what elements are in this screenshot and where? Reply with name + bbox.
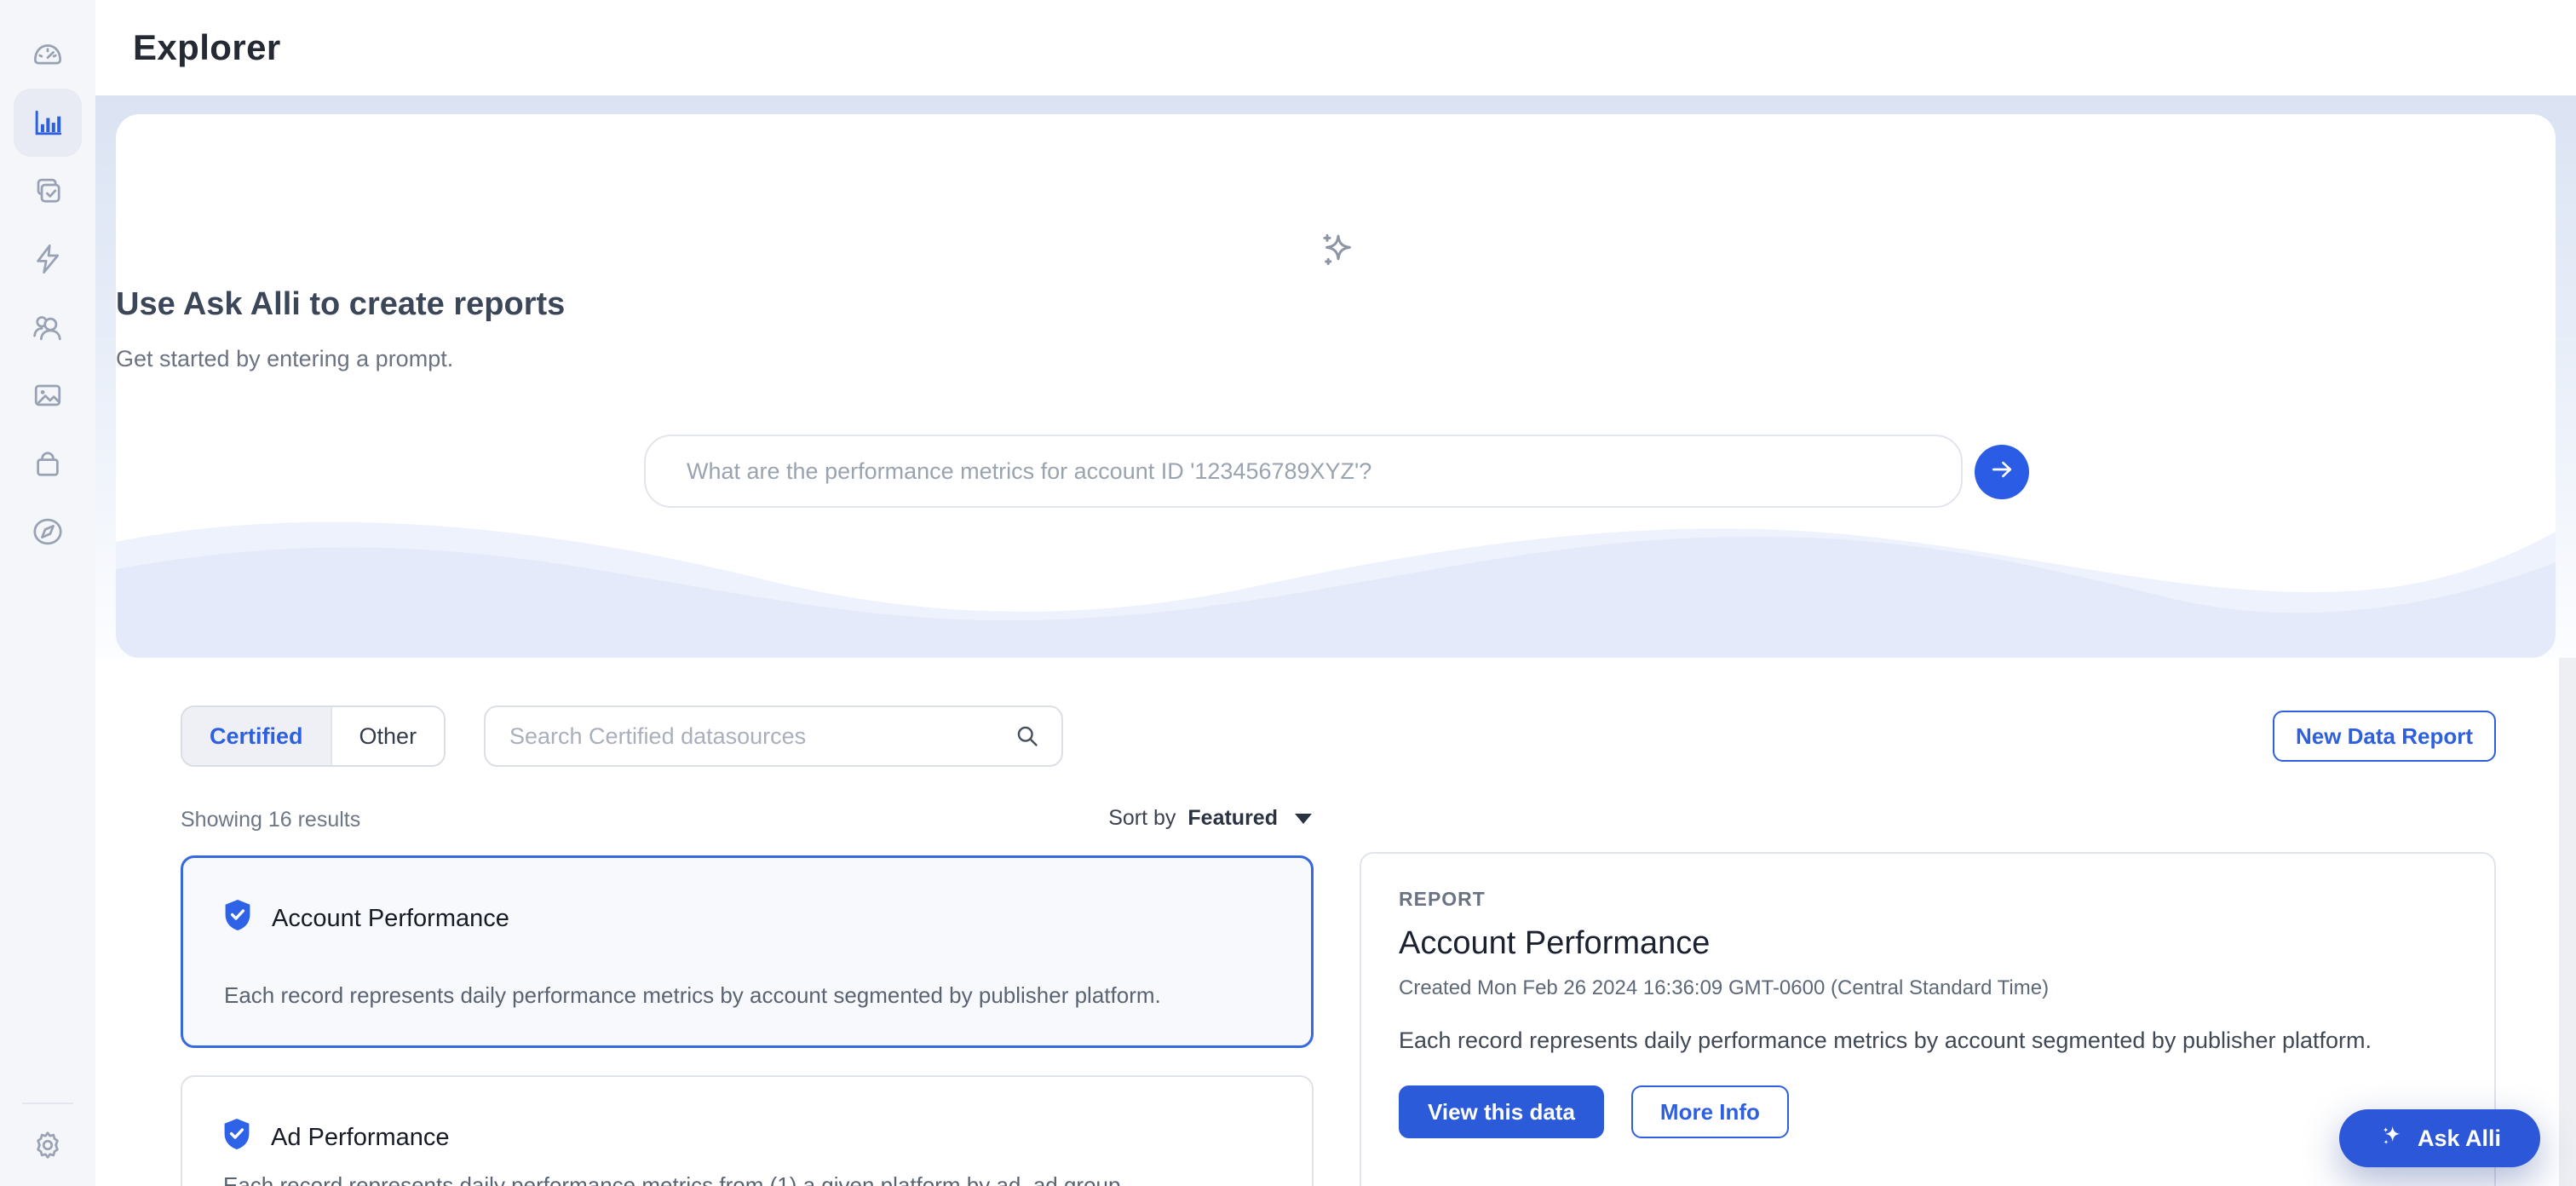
chevron-down-icon — [1295, 813, 1312, 824]
sort-value: Featured — [1187, 806, 1278, 830]
ask-alli-label: Ask Alli — [2417, 1125, 2502, 1151]
clipboard-check-icon — [29, 172, 66, 210]
arrow-right-icon — [1987, 454, 2017, 491]
sidebar-item-audiences[interactable] — [14, 293, 82, 361]
sidebar-item-automation[interactable] — [14, 225, 82, 293]
ask-alli-hero-card: Use Ask Alli to create reports Get start… — [116, 114, 2556, 658]
prompt-input[interactable] — [644, 435, 1963, 508]
report-actions: View this data More Info — [1399, 1085, 1789, 1138]
sidebar — [0, 0, 95, 1186]
view-this-data-button[interactable]: View this data — [1399, 1085, 1604, 1138]
ask-alli-fab[interactable]: Ask Alli — [2339, 1109, 2540, 1167]
audiences-users-icon — [29, 308, 66, 346]
search-icon — [1012, 721, 1043, 758]
results-count: Showing 16 results — [181, 808, 361, 832]
submit-prompt-button[interactable] — [1975, 445, 2029, 499]
certified-shield-icon — [223, 1118, 250, 1157]
sidebar-item-explorer[interactable] — [14, 89, 82, 157]
certified-shield-icon — [224, 899, 251, 938]
search-input[interactable] — [484, 705, 1063, 767]
datasource-title: Ad Performance — [271, 1123, 450, 1151]
sidebar-divider — [22, 1103, 73, 1104]
compass-icon — [29, 513, 66, 550]
sort-control[interactable]: Sort by Featured — [1022, 806, 1312, 831]
sidebar-item-creative[interactable] — [14, 361, 82, 429]
report-description: Each record represents daily performance… — [1399, 1028, 2372, 1053]
sidebar-item-discover[interactable] — [14, 498, 82, 566]
hero-title: Use Ask Alli to create reports — [116, 286, 566, 322]
sidebar-item-settings[interactable] — [14, 1111, 82, 1179]
datasource-search — [484, 705, 1063, 767]
certification-tabs: Certified Other — [181, 705, 446, 767]
report-created-timestamp: Created Mon Feb 26 2024 16:36:09 GMT-060… — [1399, 976, 2050, 999]
sparkles-icon — [2378, 1122, 2406, 1155]
lightning-icon — [29, 240, 66, 278]
decorative-waves — [116, 521, 2556, 658]
sidebar-item-dashboard[interactable] — [14, 20, 82, 89]
new-data-report-button[interactable]: New Data Report — [2273, 711, 2496, 762]
sidebar-item-commerce[interactable] — [14, 429, 82, 498]
sidebar-item-tasks[interactable] — [14, 157, 82, 225]
report-detail-panel: REPORT Account Performance Created Mon F… — [1360, 852, 2496, 1186]
sort-label: Sort by — [1108, 806, 1176, 830]
datasource-description: Each record represents daily performance… — [223, 1172, 1121, 1186]
datasource-card-account-performance[interactable]: Account Performance Each record represen… — [181, 855, 1314, 1048]
datasource-card-ad-performance[interactable]: Ad Performance Each record represents da… — [181, 1075, 1314, 1186]
report-kicker: REPORT — [1399, 888, 1486, 910]
settings-gear-icon — [29, 1126, 66, 1164]
bar-chart-icon — [29, 104, 66, 141]
tab-other[interactable]: Other — [331, 707, 445, 765]
hero-subtitle: Get started by entering a prompt. — [116, 346, 454, 371]
sparkles-icon — [1314, 228, 1361, 279]
report-title: Account Performance — [1399, 925, 1711, 961]
dashboard-gauge-icon — [29, 36, 66, 73]
image-icon — [29, 377, 66, 414]
page-title: Explorer — [133, 27, 281, 67]
scroll-gutter[interactable] — [2559, 658, 2576, 1186]
tab-certified[interactable]: Certified — [182, 707, 332, 765]
more-info-button[interactable]: More Info — [1630, 1085, 1789, 1138]
datasource-title: Account Performance — [272, 904, 509, 932]
hero-section: Use Ask Alli to create reports Get start… — [95, 95, 2576, 658]
shopping-bag-icon — [29, 445, 66, 482]
top-header: Explorer — [95, 0, 2576, 95]
datasource-description: Each record represents daily performance… — [224, 982, 1161, 1008]
